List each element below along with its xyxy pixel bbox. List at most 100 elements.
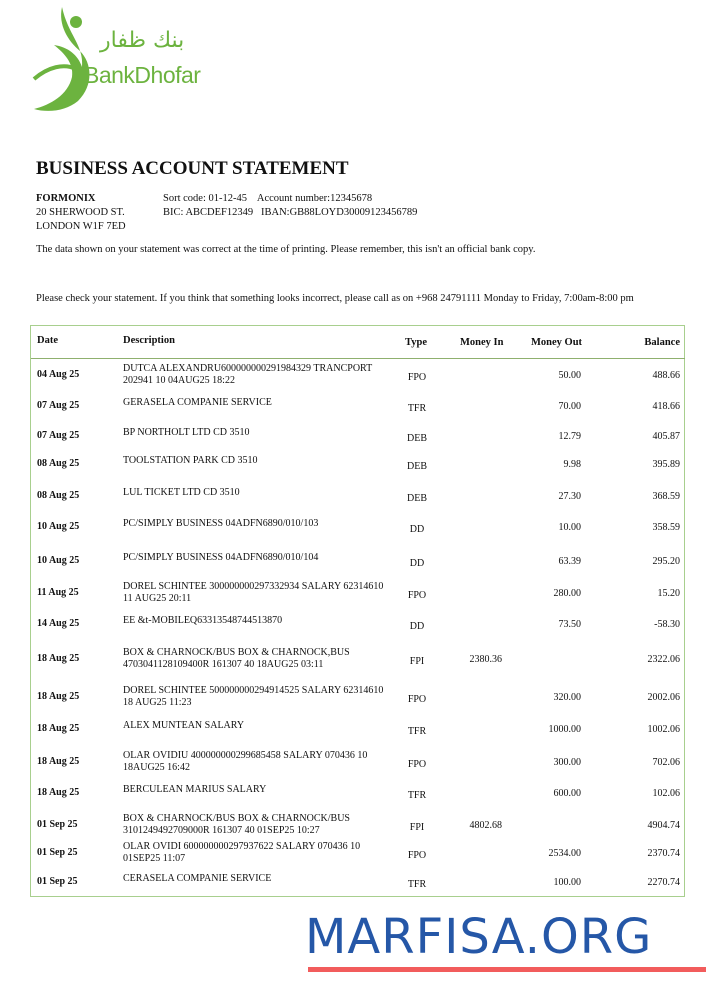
- address-line-2: LONDON W1F 7ED: [36, 221, 126, 232]
- row-money-out: 27.30: [558, 491, 582, 502]
- row-description: DOREL SCHINTEE 300000000297332934 SALARY…: [123, 581, 384, 604]
- row-money-out: 12.79: [558, 431, 582, 442]
- row-money-in: 4802.68: [469, 820, 503, 831]
- row-balance: 368.59: [652, 491, 681, 502]
- bank-logo-icon: [32, 7, 90, 111]
- row-date: 10 Aug 25: [37, 555, 80, 566]
- row-date: 18 Aug 25: [37, 723, 80, 734]
- row-description: BOX & CHARNOCK/BUS BOX & CHARNOCK/BUS 31…: [123, 813, 350, 836]
- row-money-out: 2534.00: [548, 848, 582, 859]
- row-money-out: 100.00: [553, 877, 582, 888]
- row-description: TOOLSTATION PARK CD 3510: [123, 455, 258, 466]
- row-balance: 15.20: [657, 588, 681, 599]
- row-date: 14 Aug 25: [37, 618, 80, 629]
- row-description: OLAR OVIDIU 400000000299685458 SALARY 07…: [123, 750, 368, 773]
- row-date: 10 Aug 25: [37, 521, 80, 532]
- row-date: 18 Aug 25: [37, 691, 80, 702]
- row-type: FPI: [409, 656, 425, 667]
- row-description: EE &t-MOBILEQ63313548744513870: [123, 615, 283, 626]
- watermark-underline: [308, 967, 706, 972]
- row-type: FPO: [407, 759, 427, 770]
- row-type: FPO: [407, 694, 427, 705]
- row-money-out: 9.98: [563, 459, 582, 470]
- row-description: BOX & CHARNOCK/BUS BOX & CHARNOCK,BUS 47…: [123, 647, 350, 670]
- row-money-out: 320.00: [553, 692, 582, 703]
- disclaimer-note: The data shown on your statement was cor…: [36, 244, 536, 255]
- row-date: 08 Aug 25: [37, 490, 80, 501]
- row-date: 01 Sep 25: [37, 876, 78, 887]
- row-date: 18 Aug 25: [37, 653, 80, 664]
- row-type: FPO: [407, 850, 427, 861]
- header-description: Description: [123, 335, 175, 346]
- row-money-out: 300.00: [553, 757, 582, 768]
- row-description: BP NORTHOLT LTD CD 3510: [123, 427, 250, 438]
- company-name: FORMONIX: [36, 193, 96, 204]
- row-description: OLAR OVIDI 600000000297937622 SALARY 070…: [123, 841, 361, 864]
- row-description: DOREL SCHINTEE 500000000294914525 SALARY…: [123, 685, 384, 708]
- row-description: ALEX MUNTEAN SALARY: [123, 720, 245, 731]
- row-money-out: 600.00: [553, 788, 582, 799]
- row-money-in: 2380.36: [469, 654, 503, 665]
- row-date: 08 Aug 25: [37, 458, 80, 469]
- row-description: CERASELA COMPANIE SERVICE: [123, 873, 272, 884]
- row-balance: 395.89: [652, 459, 681, 470]
- row-balance: 295.20: [652, 556, 681, 567]
- row-balance: 1002.06: [647, 724, 681, 735]
- row-balance: 4904.74: [647, 820, 681, 831]
- watermark-text: MARFISA.ORG: [305, 909, 653, 965]
- row-money-out: 63.39: [558, 556, 582, 567]
- row-type: DD: [409, 558, 425, 569]
- row-date: 01 Sep 25: [37, 847, 78, 858]
- row-balance: 2370.74: [647, 848, 681, 859]
- row-money-out: 70.00: [558, 401, 582, 412]
- header-balance: Balance: [644, 337, 680, 348]
- row-balance: 102.06: [652, 788, 681, 799]
- row-money-out: 1000.00: [548, 724, 582, 735]
- header-type: Type: [405, 337, 427, 348]
- row-date: 18 Aug 25: [37, 756, 80, 767]
- row-description: PC/SIMPLY BUSINESS 04ADFN6890/010/104: [123, 552, 319, 563]
- row-type: DEB: [407, 433, 427, 444]
- sort-code-account: Sort code: 01-12-45 Account number:12345…: [163, 193, 373, 204]
- bic-iban: BIC: ABCDEF12349 IBAN:GB88LOYD3000912345…: [163, 207, 418, 218]
- row-type: FPO: [407, 590, 427, 601]
- row-description: PC/SIMPLY BUSINESS 04ADFN6890/010/103: [123, 518, 319, 529]
- row-money-out: 10.00: [558, 522, 582, 533]
- row-balance: 358.59: [652, 522, 681, 533]
- page-title: BUSINESS ACCOUNT STATEMENT: [36, 158, 349, 179]
- row-type: TFR: [407, 879, 427, 890]
- row-balance: 405.87: [652, 431, 681, 442]
- row-balance: 2270.74: [647, 877, 681, 888]
- row-balance: 2002.06: [647, 692, 681, 703]
- row-type: TFR: [407, 790, 427, 801]
- row-money-out: 50.00: [558, 370, 582, 381]
- row-balance: -58.30: [654, 619, 680, 630]
- row-description: BERCULEAN MARIUS SALARY: [123, 784, 267, 795]
- row-balance: 418.66: [652, 401, 681, 412]
- bank-name: BankDhofar: [84, 62, 201, 88]
- header-date: Date: [37, 335, 58, 346]
- row-date: 18 Aug 25: [37, 787, 80, 798]
- row-type: DEB: [407, 461, 427, 472]
- row-money-out: 73.50: [558, 619, 582, 630]
- row-date: 07 Aug 25: [37, 400, 80, 411]
- header-money-in: Money In: [460, 337, 504, 348]
- row-type: FPO: [407, 372, 427, 383]
- row-money-out: 280.00: [553, 588, 582, 599]
- row-type: DEB: [407, 493, 427, 504]
- row-date: 07 Aug 25: [37, 430, 80, 441]
- row-balance: 488.66: [652, 370, 681, 381]
- row-type: TFR: [407, 403, 427, 414]
- row-date: 11 Aug 25: [37, 587, 79, 598]
- row-date: 04 Aug 25: [37, 369, 80, 380]
- address-line-1: 20 SHERWOOD ST.: [36, 207, 125, 218]
- row-description: LUL TICKET LTD CD 3510: [123, 487, 240, 498]
- row-type: FPI: [409, 822, 425, 833]
- row-type: DD: [409, 524, 425, 535]
- row-type: DD: [409, 621, 425, 632]
- header-divider: [31, 358, 685, 359]
- row-balance: 2322.06: [647, 654, 681, 665]
- row-date: 01 Sep 25: [37, 819, 78, 830]
- row-description: GERASELA COMPANIE SERVICE: [123, 397, 272, 408]
- contact-note: Please check your statement. If you thin…: [36, 293, 634, 304]
